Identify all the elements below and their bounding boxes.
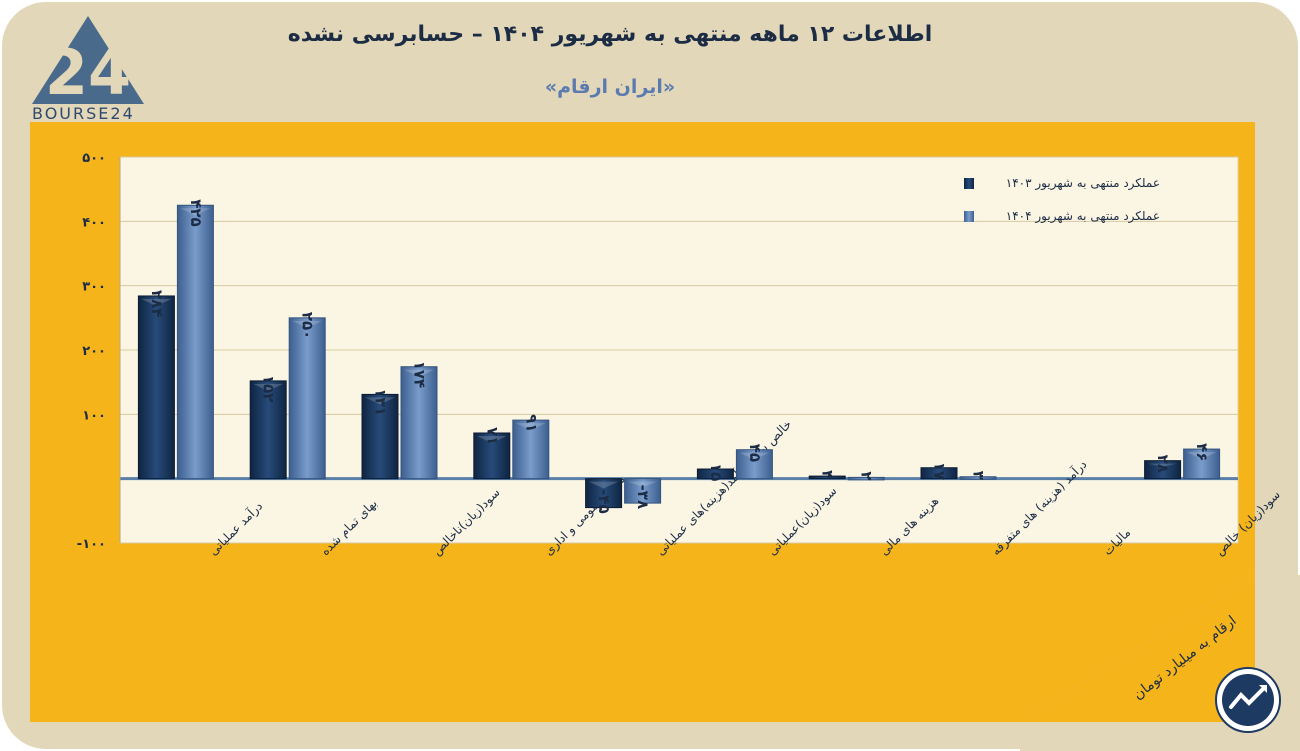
- data-label: ۹۱: [522, 414, 540, 432]
- bar-bevel: [365, 397, 395, 405]
- bar-1404: [847, 476, 885, 481]
- y-tick-label: -۱۰۰: [77, 537, 106, 552]
- legend-swatch-1403: [964, 178, 974, 189]
- y-tick-label: ۵۰۰: [82, 151, 106, 166]
- data-label: ۲: [858, 471, 876, 480]
- bar-1404: [959, 476, 997, 480]
- data-label: ۱۳۱: [372, 388, 390, 415]
- data-label: -۳۸: [634, 485, 652, 510]
- data-label: ۱۷۴: [411, 361, 429, 388]
- bar-1403: [137, 295, 175, 480]
- legend: عملکرد منتهی به شهریور ۱۴۰۳ عملکرد منتهی…: [964, 176, 1160, 224]
- data-label: ۴۵: [746, 444, 764, 462]
- data-label: -۴۵: [595, 489, 613, 514]
- data-label: ۴: [819, 470, 837, 479]
- bar-bevel: [404, 369, 434, 377]
- bar-bevel: [292, 320, 323, 328]
- bar-1404: [288, 317, 326, 480]
- logo-text: BOURSE24: [32, 104, 135, 123]
- bar-bevel: [180, 208, 211, 216]
- data-label: ۱۵: [707, 463, 725, 481]
- bar-1403: [249, 380, 287, 480]
- bar-1404: [176, 204, 214, 480]
- bar-bevel: [588, 481, 619, 489]
- bar-1404: [624, 478, 662, 504]
- legend-label-1404: عملکرد منتهی به شهریور ۱۴۰۴: [1006, 209, 1160, 224]
- bar-1403: [808, 475, 846, 480]
- legend-label-1403: عملکرد منتهی به شهریور ۱۴۰۳: [1006, 176, 1160, 191]
- data-label: ۲۸: [1154, 455, 1172, 473]
- y-tick-label: ۴۰۰: [82, 215, 106, 230]
- bar-1404: [400, 366, 438, 480]
- bar-1404: [735, 449, 773, 480]
- legend-swatch-1404: [964, 211, 974, 222]
- data-label: ۴۶: [1193, 443, 1211, 461]
- bar-bevel: [141, 298, 172, 306]
- trend-arrow-icon: [1215, 667, 1281, 733]
- data-label: ۲۸۴: [148, 290, 166, 317]
- bar-bevel: [1186, 452, 1217, 459]
- bar-1403: [696, 468, 734, 480]
- page-subtitle: «ایران ارقام»: [544, 76, 676, 98]
- bar-1403: [920, 467, 958, 480]
- y-tick-label: ۱۰۰: [82, 408, 106, 423]
- bar-1404: [512, 419, 550, 480]
- y-tick-label: ۳۰۰: [82, 280, 106, 295]
- bar-bevel: [739, 452, 770, 460]
- bar-bevel: [1147, 463, 1178, 467]
- data-label: ۷۱: [483, 427, 501, 445]
- bar-bevel: [627, 481, 658, 487]
- data-label: ۲۵۰: [299, 312, 317, 339]
- bar-1403: [473, 432, 511, 480]
- bar-1404: [1183, 448, 1221, 480]
- bar-1403: [1144, 460, 1182, 480]
- page-title: اطلاعات ۱۲ ماهه منتهی به شهریور ۱۴۰۴ – ح…: [287, 22, 933, 47]
- bar-bevel: [515, 423, 546, 431]
- data-label: ۱۵۲: [260, 375, 278, 402]
- data-label: ۳: [970, 471, 988, 480]
- bar-1403: [361, 393, 399, 480]
- bar-bevel: [476, 435, 507, 443]
- data-label: ۱۷: [931, 462, 949, 480]
- data-label: ۴۲۵: [187, 199, 205, 226]
- svg-text:24: 24: [45, 36, 131, 109]
- bourse24-logo-icon: 24: [32, 16, 144, 109]
- bar-bevel: [253, 383, 284, 391]
- y-tick-label: ۲۰۰: [82, 344, 106, 359]
- bar-1403: [585, 478, 623, 509]
